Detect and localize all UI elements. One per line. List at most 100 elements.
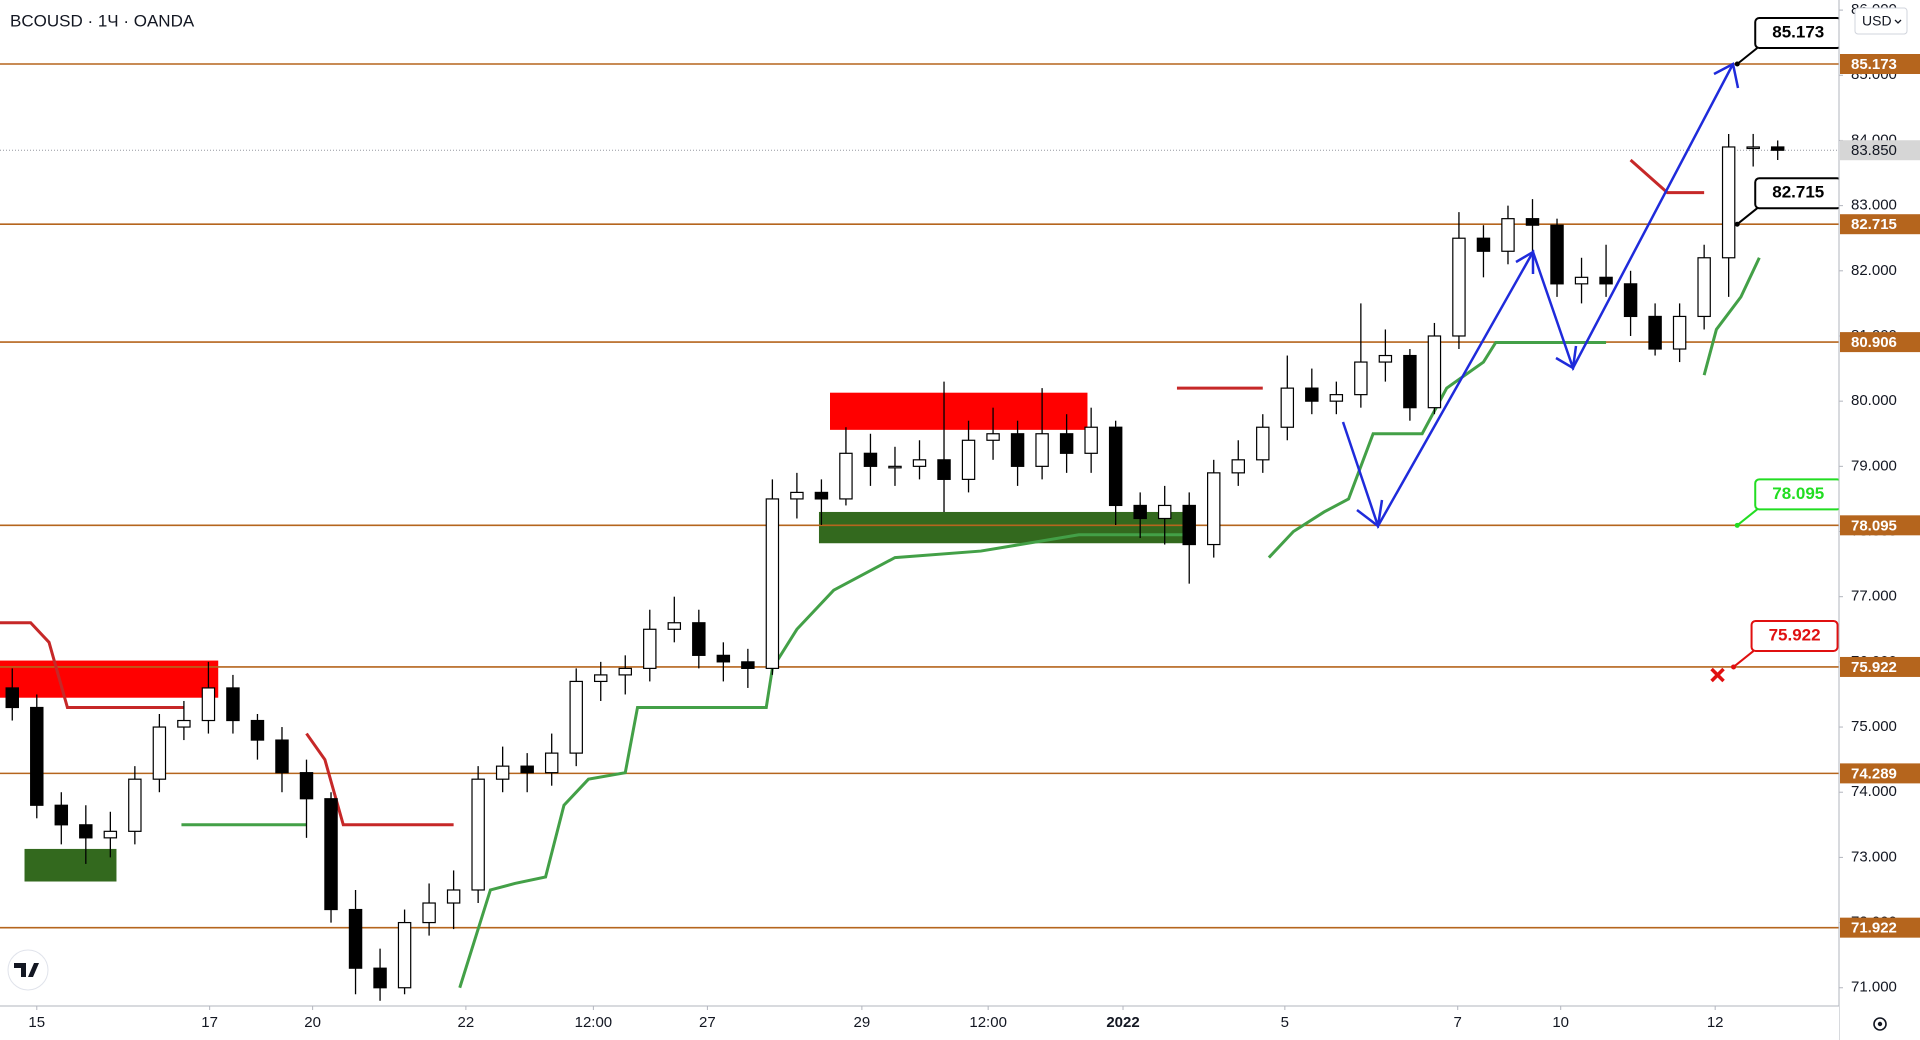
- currency-label[interactable]: USD: [1862, 13, 1892, 29]
- callout-pointer: [1736, 508, 1758, 527]
- candle-body: [1231, 459, 1245, 474]
- candle-body: [177, 719, 191, 728]
- candle-body: [226, 687, 240, 722]
- candle-body: [888, 465, 902, 469]
- candle-body: [765, 498, 780, 669]
- candle-body: [128, 778, 142, 832]
- candle-body: [863, 452, 878, 467]
- candle-body: [937, 459, 951, 480]
- candle-body: [1133, 504, 1147, 520]
- trend-line: [0, 621, 184, 709]
- y-tick-label: 74.000: [1851, 783, 1897, 800]
- stop-marker: [1710, 667, 1725, 683]
- callout-pointer: [1736, 207, 1758, 225]
- callout-label: 82.715: [1772, 183, 1824, 202]
- candle-body: [1305, 387, 1319, 402]
- logo-mark: [14, 963, 39, 977]
- level-axis-label: 85.173: [1851, 56, 1897, 73]
- symbol-title: BCOUSD · 1Ч · OANDA: [10, 11, 195, 30]
- candle-body: [741, 661, 755, 669]
- candle-body: [373, 967, 387, 989]
- candle-body: [471, 778, 485, 891]
- candle-body: [667, 622, 682, 630]
- zone: [830, 392, 1088, 430]
- candle-body: [1721, 146, 1736, 259]
- candle-body: [1256, 426, 1270, 461]
- x-tick-label: 2022: [1106, 1014, 1139, 1031]
- last-price-box: [1840, 140, 1920, 161]
- candle-body: [1354, 361, 1368, 396]
- header-bg: [0, 6, 215, 36]
- zone: [24, 848, 117, 882]
- level-axis-label: 80.906: [1851, 334, 1897, 351]
- candle-body: [1574, 276, 1589, 285]
- candle-body: [1035, 433, 1049, 467]
- candle-body: [839, 452, 853, 500]
- analysis-arrow: [1341, 63, 1735, 530]
- candle-body: [201, 687, 216, 722]
- candle-body: [643, 628, 657, 669]
- level-axis-box: [1840, 515, 1920, 536]
- y-tick-label: 71.000: [1851, 979, 1897, 996]
- settings-icon[interactable]: [1873, 1017, 1887, 1031]
- y-tick-label: 75.000: [1851, 718, 1897, 735]
- candle-body: [1108, 426, 1123, 507]
- level-axis-label: 74.289: [1851, 765, 1897, 782]
- level-axis-box: [1840, 656, 1920, 677]
- candle-body: [397, 921, 412, 989]
- candle-body: [1059, 433, 1074, 454]
- candle-body: [618, 667, 632, 676]
- candle-body: [544, 752, 559, 774]
- zone: [0, 660, 219, 698]
- last-price-label: 83.850: [1851, 142, 1897, 159]
- candle-body: [299, 772, 314, 800]
- x-tick-label: 12: [1707, 1014, 1724, 1031]
- arrow-head: [1356, 62, 1740, 529]
- level-axis-box: [1840, 917, 1920, 938]
- y-tick-label: 80.000: [1851, 392, 1897, 409]
- level-axis-box: [1840, 332, 1920, 353]
- x-tick-label: 17: [201, 1014, 218, 1031]
- trend-line: [1702, 257, 1761, 376]
- candle-body: [1770, 146, 1785, 151]
- x-tick-label: 12:00: [575, 1014, 613, 1031]
- candle-body: [1648, 315, 1662, 350]
- x-tick-label: 5: [1281, 1014, 1289, 1031]
- dropdown-icon[interactable]: [1894, 19, 1902, 24]
- candle-body: [1427, 335, 1442, 409]
- candle-body: [1403, 354, 1417, 409]
- x-tick-label: 10: [1552, 1014, 1569, 1031]
- candle-body: [1599, 276, 1613, 285]
- callout-label: 78.095: [1772, 484, 1824, 503]
- settings-icon-center: [1877, 1021, 1883, 1027]
- candle-body: [790, 491, 804, 500]
- candle-body: [79, 824, 93, 839]
- candle-body: [324, 798, 338, 911]
- candle-body: [1697, 257, 1711, 318]
- candle-body: [1525, 218, 1540, 226]
- y-tick-label: 73.000: [1851, 848, 1897, 865]
- x-tick-label: 7: [1454, 1014, 1462, 1031]
- candle-body: [961, 439, 976, 480]
- time-axis: [0, 1006, 1839, 1040]
- trend-line: [305, 732, 454, 827]
- candle-body: [1207, 472, 1221, 546]
- candle-body: [152, 726, 167, 780]
- candle-body: [1452, 237, 1466, 337]
- callout-pointer: [1736, 47, 1758, 65]
- candle-body: [1280, 387, 1295, 428]
- level-axis-box: [1840, 214, 1920, 235]
- currency-button[interactable]: [1854, 7, 1908, 35]
- x-tick-label: 29: [854, 1014, 871, 1031]
- level-axis-box: [1840, 763, 1920, 784]
- logo[interactable]: [7, 949, 49, 991]
- candle-body: [1746, 146, 1760, 150]
- candle-body: [5, 687, 19, 709]
- callout-box: [1750, 619, 1839, 652]
- zone: [818, 511, 1187, 544]
- candle-body: [250, 719, 265, 741]
- candle-body: [1084, 426, 1098, 454]
- callout-label: 75.922: [1769, 625, 1821, 644]
